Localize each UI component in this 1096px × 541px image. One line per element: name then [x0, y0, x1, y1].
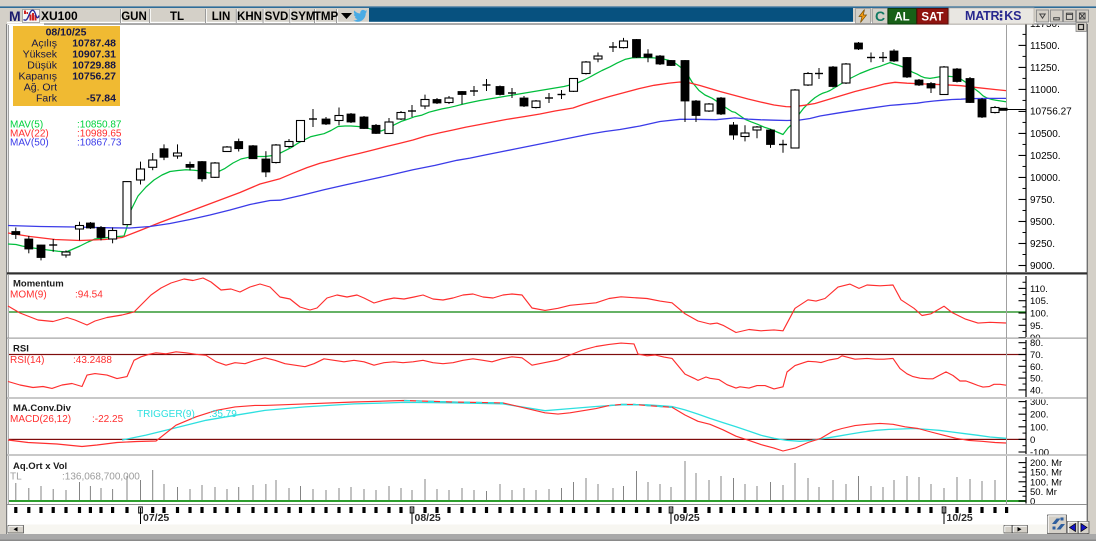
svg-text:MAV(50): MAV(50) [10, 138, 49, 149]
svg-text:Yüksek: Yüksek [23, 49, 58, 61]
svg-text:10/25: 10/25 [947, 512, 973, 524]
svg-text::10850.87: :10850.87 [77, 120, 122, 131]
svg-text:9750.: 9750. [1030, 195, 1055, 206]
svg-text:40.: 40. [1030, 385, 1043, 396]
svg-text:KS: KS [1004, 9, 1021, 23]
svg-text::10989.65: :10989.65 [77, 129, 122, 140]
svg-text:XU100: XU100 [41, 9, 78, 23]
svg-text:110.: 110. [1030, 284, 1048, 295]
svg-text:LIN: LIN [212, 11, 231, 23]
svg-text:11000.: 11000. [1030, 85, 1060, 96]
svg-text:RSI: RSI [13, 344, 29, 355]
svg-text:90.: 90. [1030, 333, 1043, 344]
svg-text:10756.27: 10756.27 [72, 71, 116, 83]
svg-text:TRIGGER(9): TRIGGER(9) [137, 409, 195, 420]
svg-text:100.: 100. [1030, 422, 1049, 433]
svg-text:9500.: 9500. [1030, 217, 1055, 228]
svg-text:70.: 70. [1030, 350, 1043, 361]
svg-text:60.: 60. [1030, 362, 1043, 373]
svg-text::136,068,700,000: :136,068,700,000 [62, 472, 140, 483]
svg-text:50. Mr: 50. Mr [1030, 487, 1057, 498]
svg-text::35.79: :35.79 [209, 409, 237, 420]
svg-text:10756.27: 10756.27 [1030, 106, 1072, 117]
svg-text:50.: 50. [1030, 374, 1043, 385]
svg-text:10787.48: 10787.48 [72, 38, 116, 50]
svg-text:SYM: SYM [291, 11, 316, 23]
svg-text:TL: TL [10, 472, 22, 483]
svg-text::94.54: :94.54 [75, 290, 103, 301]
svg-text:SAT: SAT [921, 12, 943, 24]
svg-text:100. Mr: 100. Mr [1030, 477, 1062, 488]
svg-text:Aq.Ort x Vol: Aq.Ort x Vol [13, 461, 67, 472]
svg-text:MAV(22): MAV(22) [10, 129, 49, 140]
svg-text:KHN: KHN [237, 11, 262, 23]
svg-text:150. Mr: 150. Mr [1030, 468, 1062, 479]
svg-text::-22.25: :-22.25 [92, 414, 124, 425]
svg-text:10000.: 10000. [1030, 173, 1061, 184]
svg-text:08/25: 08/25 [415, 512, 441, 524]
svg-text:10250.: 10250. [1030, 151, 1061, 162]
svg-text:200. Mr: 200. Mr [1030, 458, 1062, 469]
svg-text::43.2488: :43.2488 [73, 355, 112, 366]
svg-text:0: 0 [1030, 497, 1035, 508]
svg-text:105.: 105. [1030, 296, 1049, 307]
svg-text:Kapanış: Kapanış [18, 71, 57, 83]
svg-text:100.: 100. [1030, 309, 1049, 320]
svg-text:GUN: GUN [121, 11, 147, 23]
svg-text:11500.: 11500. [1030, 41, 1060, 52]
svg-text:9000.: 9000. [1030, 261, 1055, 272]
svg-text:Düşük: Düşük [27, 60, 58, 72]
svg-text:AL: AL [894, 12, 909, 24]
svg-text:MAV(5): MAV(5) [10, 120, 43, 131]
svg-text:-57.84: -57.84 [86, 93, 116, 105]
svg-text:11250.: 11250. [1030, 63, 1060, 74]
svg-text:C: C [875, 8, 885, 24]
svg-text:M: M [9, 8, 21, 24]
svg-text:200.: 200. [1030, 410, 1049, 421]
svg-text:11750.: 11750. [1030, 19, 1060, 30]
svg-text:RSI(14): RSI(14) [10, 355, 44, 366]
svg-text:10907.31: 10907.31 [72, 49, 116, 61]
svg-text:-100.: -100. [1030, 448, 1052, 459]
svg-text:MATR: MATR [965, 9, 1000, 23]
svg-text:MACD(26,12): MACD(26,12) [10, 414, 71, 425]
svg-text:09/25: 09/25 [674, 512, 700, 524]
svg-text:95.: 95. [1030, 321, 1043, 332]
svg-text:TL: TL [170, 11, 184, 23]
svg-text:Fark: Fark [36, 93, 58, 105]
svg-text:Momentum: Momentum [13, 279, 64, 290]
svg-text:Açılış: Açılış [31, 38, 57, 50]
svg-text:9250.: 9250. [1030, 239, 1055, 250]
svg-text:10500.: 10500. [1030, 129, 1061, 140]
svg-text:SVD: SVD [265, 11, 289, 23]
svg-text:07/25: 07/25 [143, 512, 169, 524]
svg-text:TMP: TMP [314, 11, 339, 23]
svg-text:Ağ. Ort: Ağ. Ort [24, 82, 57, 94]
svg-text:MOM(9): MOM(9) [10, 290, 47, 301]
svg-text:MA.Conv.Div: MA.Conv.Div [13, 403, 72, 414]
svg-text:0: 0 [1030, 435, 1035, 446]
svg-text:300.: 300. [1030, 397, 1049, 408]
svg-text:08/10/25: 08/10/25 [46, 27, 87, 39]
svg-text::10867.73: :10867.73 [77, 138, 122, 149]
svg-text:10729.88: 10729.88 [72, 60, 116, 72]
svg-text:80.: 80. [1030, 338, 1043, 349]
